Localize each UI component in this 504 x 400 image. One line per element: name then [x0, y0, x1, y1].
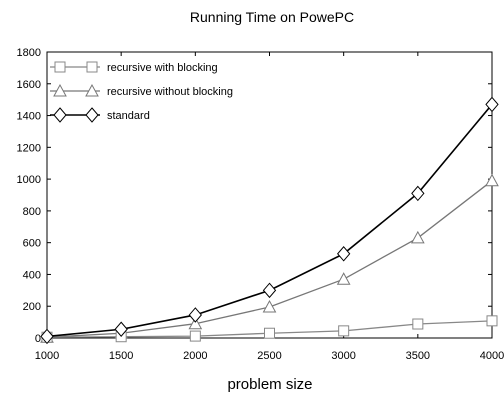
- x-axis-label: problem size: [227, 376, 312, 393]
- x-tick-label: 4000: [480, 350, 504, 362]
- x-tick-label: 3500: [406, 350, 430, 362]
- triangle-marker: [85, 83, 99, 97]
- diamond-marker: [411, 185, 425, 202]
- diamond-marker: [114, 321, 128, 338]
- diamond-marker: [485, 96, 499, 113]
- diamond-marker: [262, 282, 277, 299]
- y-tick-label: 1800: [17, 47, 41, 59]
- x-tick-label: 2000: [183, 350, 207, 362]
- y-tick-label: 1600: [17, 79, 41, 91]
- y-tick-label: 1200: [17, 142, 41, 154]
- x-tick-label: 3000: [331, 350, 355, 362]
- triangle-marker: [188, 316, 203, 330]
- y-tick-label: 1000: [17, 174, 41, 186]
- triangle-marker: [336, 272, 351, 285]
- x-tick-label: 1000: [35, 350, 59, 362]
- x-tick-label: 1500: [109, 350, 133, 362]
- y-tick-label: 400: [23, 269, 41, 281]
- series-triangle: [40, 173, 499, 343]
- legend-item-triangle: recursive without blocking: [50, 83, 233, 98]
- x-tick-label: 2500: [257, 350, 281, 362]
- y-tick-label: 200: [23, 301, 41, 313]
- square-marker: [264, 327, 275, 339]
- square-marker: [338, 325, 350, 337]
- series-line: [46, 180, 493, 338]
- series-layer: [40, 96, 499, 345]
- diamond-marker: [188, 307, 202, 323]
- y-tick-label: 1400: [17, 111, 41, 123]
- series-diamond: [40, 96, 499, 345]
- y-tick-label: 600: [23, 238, 41, 250]
- legend-label: recursive with blocking: [107, 62, 218, 74]
- diamond-marker: [40, 328, 54, 345]
- y-tick-label: 0: [35, 333, 41, 345]
- triangle-marker: [485, 173, 499, 187]
- diamond-marker: [85, 107, 99, 123]
- chart-title: Running Time on PowePC: [190, 9, 354, 25]
- square-marker: [486, 315, 498, 327]
- diamond-marker: [53, 107, 67, 123]
- triangle-marker: [262, 299, 277, 313]
- square-marker: [189, 330, 201, 342]
- triangle-marker: [53, 83, 67, 97]
- legend-label: recursive without blocking: [107, 86, 233, 98]
- legend-label: standard: [107, 110, 150, 122]
- legend: recursive with blocking recursive without…: [50, 61, 233, 123]
- legend-item-diamond: standard: [50, 107, 150, 123]
- square-marker: [86, 61, 98, 73]
- diamond-marker: [337, 246, 351, 262]
- square-marker: [54, 61, 66, 73]
- triangle-marker: [410, 230, 425, 244]
- square-marker: [412, 318, 424, 330]
- legend-item-square: recursive with blocking: [50, 61, 218, 74]
- y-tick-label: 800: [23, 206, 41, 218]
